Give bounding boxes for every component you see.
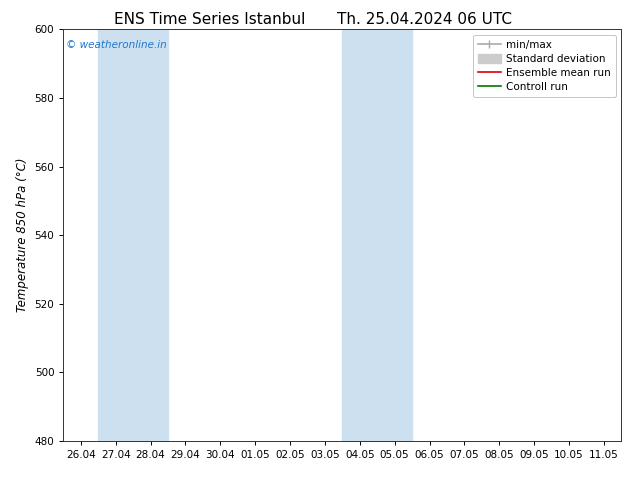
Bar: [98, 29, 168, 441]
Legend: min/max, Standard deviation, Ensemble mean run, Controll run: min/max, Standard deviation, Ensemble me…: [473, 35, 616, 97]
Text: © weatheronline.in: © weatheronline.in: [66, 40, 167, 49]
Bar: [342, 29, 412, 441]
Text: Th. 25.04.2024 06 UTC: Th. 25.04.2024 06 UTC: [337, 12, 512, 27]
Y-axis label: Temperature 850 hPa (°C): Temperature 850 hPa (°C): [16, 158, 29, 313]
Text: ENS Time Series Istanbul: ENS Time Series Istanbul: [113, 12, 305, 27]
